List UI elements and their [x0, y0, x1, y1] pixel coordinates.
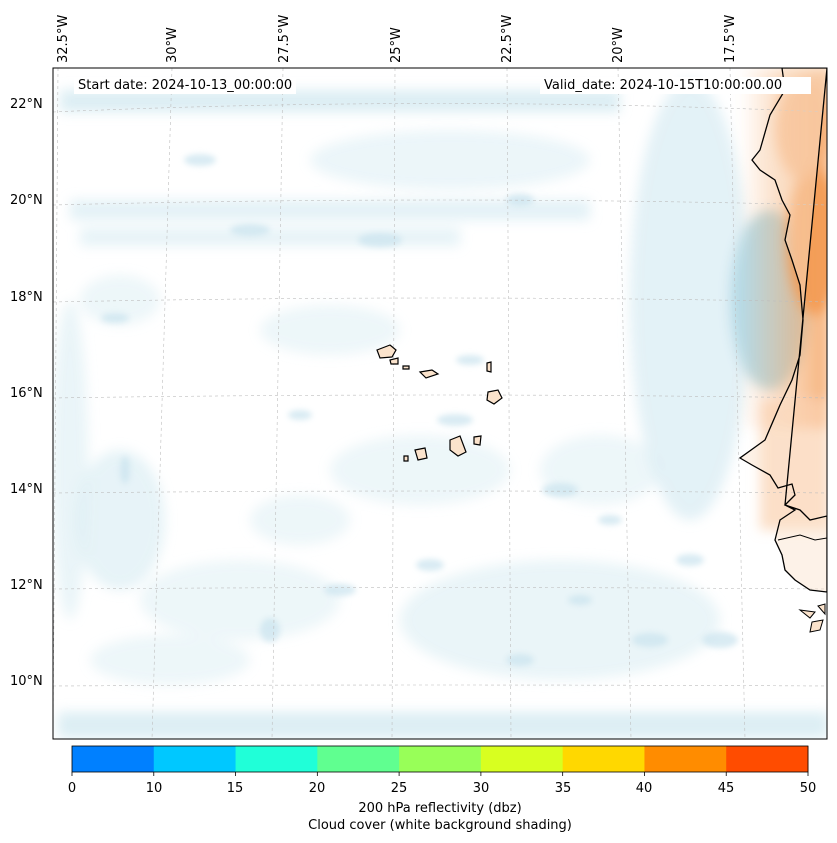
colorbar-segment: [480, 746, 564, 772]
colorbar-sublabel: Cloud cover (white background shading): [308, 818, 572, 833]
start-date-label: Start date: 2024-10-13_00:00:00: [74, 77, 297, 94]
colorbar-frame: [71, 745, 809, 773]
colorbar-tick-label: 15: [226, 781, 244, 796]
colorbar-tick-label: 10: [145, 781, 163, 796]
colorbar-tick-label: 30: [472, 781, 490, 796]
lon-label: 17.5°W: [723, 14, 738, 63]
colorbar-segment: [644, 746, 727, 772]
lon-label: 20°W: [611, 27, 626, 63]
lat-label: 14°N: [10, 482, 43, 497]
colorbar-tick-label: 45: [717, 781, 735, 796]
colorbar-segment: [562, 746, 645, 772]
cloud-cover-speckle: [101, 154, 738, 666]
colorbar-tick-label: 0: [67, 781, 77, 796]
colorbar-segment: [153, 746, 237, 772]
island-santa-luzia: [402, 365, 410, 370]
guinea-bissau-islands: [798, 603, 826, 633]
colorbar: [71, 745, 809, 776]
colorbar-tick-label: 25: [390, 781, 408, 796]
colorbar-segment: [726, 746, 809, 772]
colorbar-tick-label: 40: [635, 781, 653, 796]
island-sao-vicente: [389, 357, 399, 365]
island-sal: [486, 361, 492, 373]
graticule: [53, 68, 827, 739]
island-fogo: [414, 447, 428, 461]
lon-label: 27.5°W: [277, 14, 292, 63]
lon-label: 32.5°W: [56, 14, 71, 63]
map-frame: [52, 67, 828, 740]
island-maio: [473, 435, 482, 446]
colorbar-label: 200 hPa reflectivity (dbz): [358, 801, 522, 816]
colorbar-segment: [235, 746, 318, 772]
lat-label: 10°N: [10, 674, 43, 689]
colorbar-tick-label: 50: [799, 781, 817, 796]
valid-date-label: Valid_date: 2024-10-15T10:00:00.00: [540, 77, 811, 94]
africa-coastline: [738, 68, 827, 593]
island-santo-antao: [376, 344, 397, 359]
lat-label: 20°N: [10, 193, 43, 208]
island-boa-vista: [486, 389, 503, 405]
lon-label: 30°W: [165, 27, 180, 63]
colorbar-segment: [317, 746, 400, 772]
lon-label: 22.5°W: [500, 14, 515, 63]
island-santiago: [449, 435, 467, 457]
lat-label: 12°N: [10, 578, 43, 593]
colorbar-tick-label: 35: [554, 781, 572, 796]
colorbar-segment: [72, 746, 155, 772]
lat-label: 16°N: [10, 386, 43, 401]
colorbar-tick-label: 20: [308, 781, 326, 796]
lat-label: 22°N: [10, 97, 43, 112]
island-sao-nicolau: [418, 369, 440, 379]
lat-label: 18°N: [10, 290, 43, 305]
cape-verde-islands: [376, 344, 503, 462]
lon-label: 25°W: [389, 27, 404, 63]
colorbar-segment: [399, 746, 482, 772]
gambia-river: [777, 534, 827, 541]
island-brava: [403, 455, 409, 462]
map-area: [53, 68, 827, 739]
